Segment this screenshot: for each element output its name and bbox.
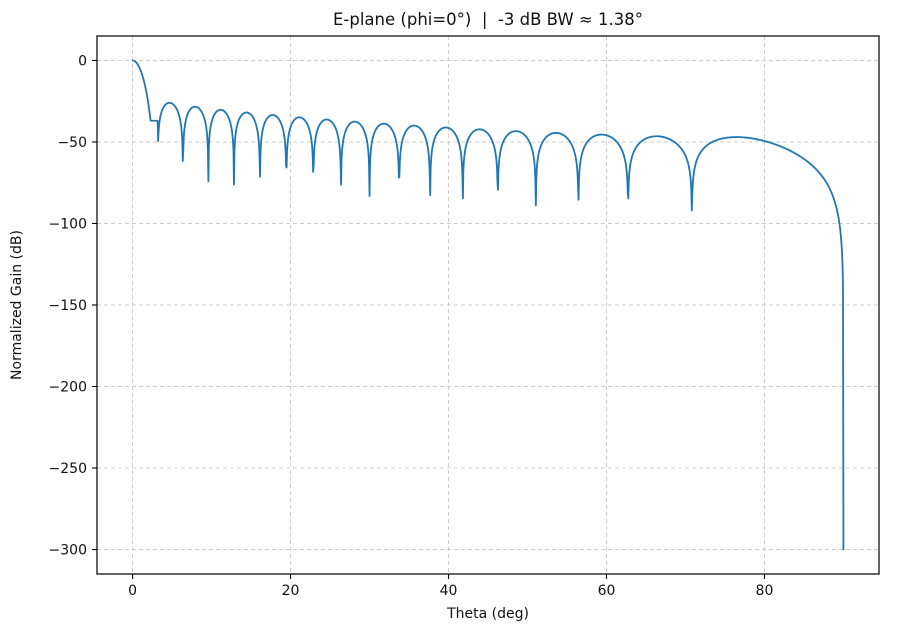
x-tick-label: 80 <box>756 583 774 599</box>
y-tick-label: −250 <box>49 461 87 477</box>
chart-title: E-plane (phi=0°) | -3 dB BW ≈ 1.38° <box>333 10 643 29</box>
x-tick-label: 20 <box>282 583 300 599</box>
y-tick-label: 0 <box>78 53 87 69</box>
y-tick-label: −300 <box>49 543 87 559</box>
y-tick-label: −50 <box>57 135 87 151</box>
x-axis-label: Theta (deg) <box>447 606 529 622</box>
x-tick-label: 60 <box>598 583 616 599</box>
y-axis-label: Normalized Gain (dB) <box>9 230 25 380</box>
gain-curve <box>131 59 845 551</box>
y-tick-label: −100 <box>49 216 87 232</box>
x-tick-label: 0 <box>128 583 137 599</box>
y-tick-label: −200 <box>49 380 87 396</box>
y-tick-label: −150 <box>49 298 87 314</box>
x-tick-label: 40 <box>440 583 458 599</box>
